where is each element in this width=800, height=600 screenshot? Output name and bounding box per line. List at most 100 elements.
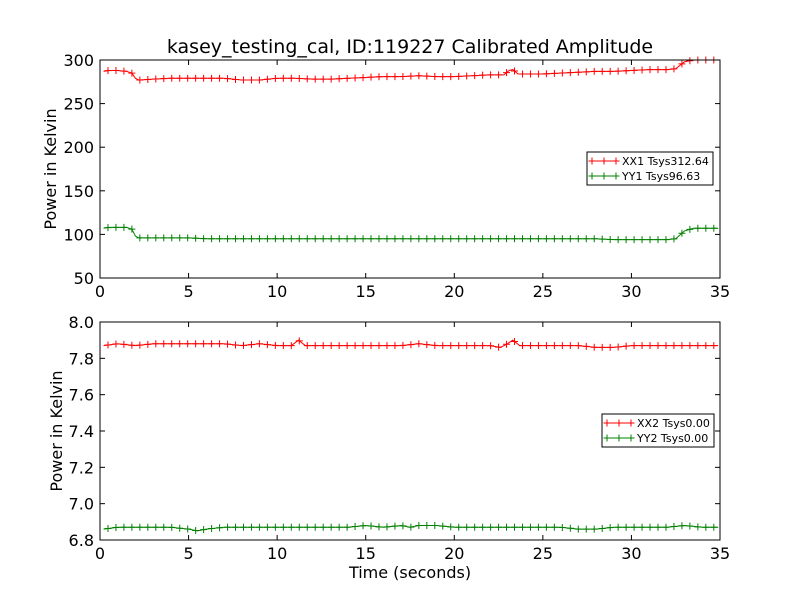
top-marker (662, 236, 670, 244)
bottom-legend-marker (603, 434, 611, 442)
bottom-x-tick-label: 35 (710, 544, 730, 563)
top-marker (399, 72, 407, 80)
bottom-x-tick-label: 10 (267, 544, 287, 563)
bottom-marker (168, 523, 176, 531)
bottom-marker (423, 341, 431, 349)
bottom-marker (710, 342, 718, 350)
bottom-marker (255, 340, 263, 348)
top-x-tick-label: 20 (444, 282, 464, 301)
bottom-marker (128, 523, 136, 531)
top-marker (407, 235, 415, 243)
top-marker (431, 72, 439, 80)
bottom-marker (439, 342, 447, 350)
bottom-panel: 0 5 10 15 20 25 30 35 6.8 7.0 7.2 7.4 7.6 7.8 8.0 Power… (47, 313, 730, 582)
top-marker (192, 234, 200, 242)
top-marker (447, 73, 455, 81)
top-marker (208, 235, 216, 243)
bottom-marker (263, 523, 271, 531)
top-marker (503, 69, 511, 77)
top-marker (646, 236, 654, 244)
top-marker (375, 73, 383, 81)
top-marker (710, 224, 718, 232)
top-marker (160, 234, 168, 242)
bottom-marker (407, 341, 415, 349)
bottom-y-tick-label: 7.6 (69, 386, 94, 405)
bottom-marker (168, 340, 176, 348)
top-legend-marker (612, 157, 620, 165)
bottom-y-tick-label: 7.8 (69, 349, 94, 368)
top-marker (263, 235, 271, 243)
top-marker (239, 76, 247, 84)
top-marker (630, 66, 638, 74)
bottom-marker (367, 342, 375, 350)
bottom-marker (319, 342, 327, 350)
top-marker (104, 224, 112, 232)
bottom-legend-label: YY2 Tsys0.00 (636, 432, 708, 445)
top-marker (566, 235, 574, 243)
top-legend-marker (588, 172, 596, 180)
bottom-marker (391, 522, 399, 530)
top-marker (224, 235, 232, 243)
top-marker (518, 235, 526, 243)
bottom-marker (224, 340, 232, 348)
top-marker (503, 235, 511, 243)
top-marker (160, 75, 168, 83)
top-marker (224, 75, 232, 83)
top-marker (311, 75, 319, 83)
bottom-marker (351, 523, 359, 531)
bottom-marker (710, 523, 718, 531)
bottom-marker (646, 523, 654, 531)
bottom-marker (479, 342, 487, 350)
bottom-x-tick-label: 20 (444, 544, 464, 563)
bottom-marker (271, 341, 279, 349)
top-marker (550, 235, 558, 243)
top-marker (335, 235, 343, 243)
figure-title: kasey_testing_cal, ID:119227 Calibrated … (167, 36, 653, 58)
bottom-marker (646, 342, 654, 350)
top-marker (495, 235, 503, 243)
bottom-marker (104, 525, 112, 533)
bottom-marker (399, 341, 407, 349)
bottom-marker (566, 342, 574, 350)
bottom-marker (471, 523, 479, 531)
top-marker (263, 75, 271, 83)
top-marker (343, 74, 351, 82)
top-x-tick-label: 0 (95, 282, 105, 301)
top-marker (279, 235, 287, 243)
bottom-marker (160, 523, 168, 531)
bottom-marker (136, 341, 144, 349)
bottom-marker (383, 342, 391, 350)
bottom-marker (606, 524, 614, 532)
bottom-marker (487, 342, 495, 350)
bottom-marker (622, 523, 630, 531)
bottom-marker (295, 523, 303, 531)
bottom-marker (439, 522, 447, 530)
bottom-marker (495, 523, 503, 531)
bottom-marker (128, 341, 136, 349)
top-marker (511, 67, 519, 75)
top-marker (630, 236, 638, 244)
top-marker (590, 235, 598, 243)
bottom-marker (263, 341, 271, 349)
top-marker (367, 73, 375, 81)
bottom-marker (176, 524, 184, 532)
top-marker (694, 224, 702, 232)
top-marker (550, 69, 558, 77)
bottom-marker (224, 523, 232, 531)
bottom-marker (702, 523, 710, 531)
top-marker (566, 69, 574, 77)
bottom-marker (247, 341, 255, 349)
bottom-marker (343, 342, 351, 350)
top-marker (407, 72, 415, 80)
top-marker (112, 66, 120, 74)
bottom-marker (176, 340, 184, 348)
top-marker (120, 223, 128, 231)
top-marker (383, 235, 391, 243)
top-marker (455, 235, 463, 243)
top-axes-frame (99, 59, 721, 279)
bottom-marker (335, 342, 343, 350)
top-marker (654, 66, 662, 74)
top-marker (136, 234, 144, 242)
top-series-markers-0 (104, 56, 718, 84)
